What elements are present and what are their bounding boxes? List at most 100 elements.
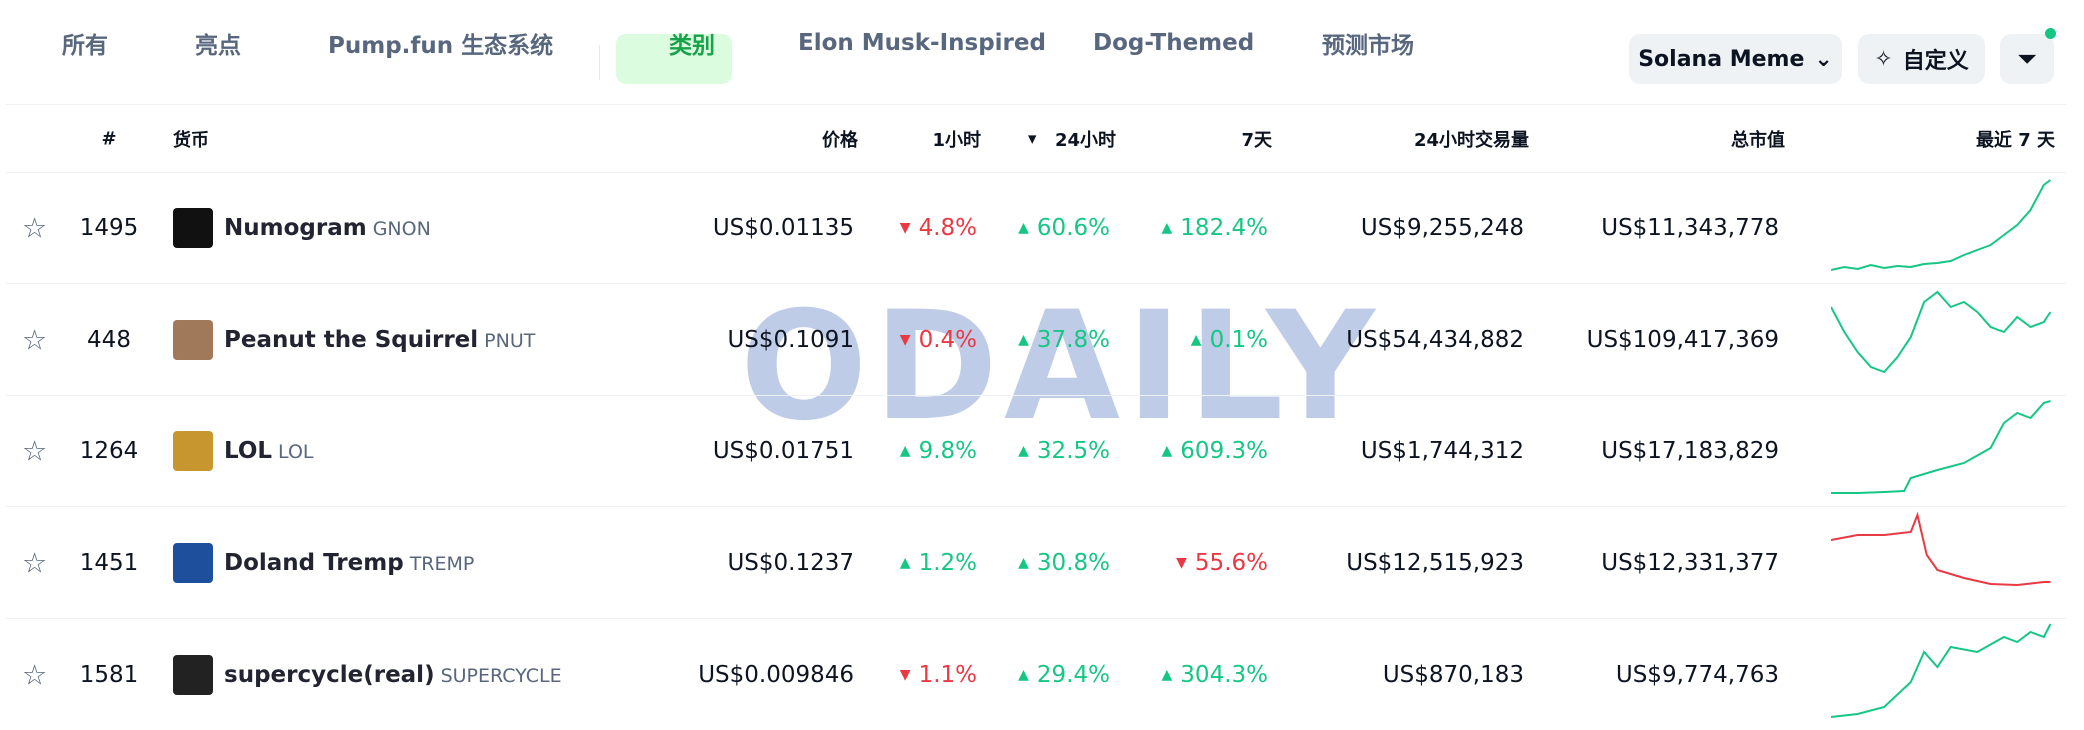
sparkline-path	[1831, 290, 2052, 374]
change-h1: ▲ 9.8%	[900, 438, 977, 464]
star-icon[interactable]: ☆	[22, 323, 48, 357]
sparkle-icon: ✧	[1874, 46, 1893, 72]
active-tab-bg	[616, 34, 732, 84]
sparkline-path	[1831, 400, 2051, 494]
change-h24: ▲ 60.6%	[1018, 215, 1110, 241]
star-icon[interactable]: ☆	[22, 211, 48, 245]
change-value: 1.1%	[918, 662, 977, 688]
rank: 1451	[79, 550, 139, 576]
change-h24: ▲ 29.4%	[1018, 662, 1110, 688]
change-arrow: ▲	[1161, 443, 1173, 459]
change-value: 32.5%	[1036, 438, 1110, 464]
volume: US$12,515,923	[1346, 550, 1524, 576]
coin-name: supercycle(real)	[224, 662, 435, 688]
price: US$0.1091	[727, 327, 854, 353]
tab[interactable]: Elon Musk-Inspired	[798, 30, 1046, 56]
change-arrow: ▲	[1018, 220, 1029, 236]
coin[interactable]: LOL LOL	[224, 438, 314, 464]
tab[interactable]: 预测市场	[1322, 33, 1414, 59]
tab[interactable]: Dog-Themed	[1093, 30, 1255, 56]
change-d7: ▲ 182.4%	[1162, 215, 1268, 241]
change-value: 4.8%	[918, 215, 977, 241]
change-h1: ▲ 1.2%	[900, 550, 977, 576]
column-header: 24小时交易量	[1413, 130, 1529, 151]
column-header: #	[101, 128, 117, 150]
tab[interactable]: Pump.fun 生态系统	[328, 33, 554, 59]
change-d7: ▲ 609.3%	[1162, 438, 1268, 464]
change-value: 29.4%	[1036, 662, 1110, 688]
change-arrow: ▼	[899, 220, 911, 236]
change-d7: ▲ 0.1%	[1191, 327, 1268, 353]
change-arrow: ▲	[1161, 220, 1173, 236]
change-arrow: ▲	[1190, 332, 1202, 348]
change-h24: ▲ 37.8%	[1018, 327, 1110, 353]
market-cap: US$11,343,778	[1601, 215, 1779, 241]
column-header: 最近 7 天	[1975, 130, 2055, 151]
category-label: Solana Meme	[1638, 46, 1805, 72]
sparkline-path	[1831, 623, 2052, 718]
change-d7: ▲ 304.3%	[1162, 662, 1268, 688]
filter-button[interactable]: ⏷	[2000, 34, 2054, 84]
change-value: 60.6%	[1036, 215, 1110, 241]
coin-symbol: SUPERCYCLE	[440, 665, 562, 687]
change-arrow: ▼	[1176, 555, 1187, 571]
rank: 1581	[79, 662, 139, 688]
rank: 448	[87, 327, 131, 353]
change-h24: ▲ 32.5%	[1018, 438, 1110, 464]
change-arrow: ▲	[1018, 555, 1029, 571]
coin-symbol: TREMP	[409, 553, 475, 575]
sort-icon: ▼	[1028, 132, 1037, 146]
rank: 1495	[79, 215, 139, 241]
coin-symbol: LOL	[278, 441, 314, 463]
coin-name: LOL	[224, 438, 273, 464]
customize-button[interactable]: ✧ 自定义	[1858, 34, 1985, 84]
tab[interactable]: 所有	[62, 33, 108, 59]
volume: US$54,434,882	[1346, 327, 1524, 353]
change-arrow: ▲	[899, 443, 911, 459]
category-dropdown[interactable]: Solana Meme ⌄	[1629, 34, 1842, 84]
market-cap: US$17,183,829	[1601, 438, 1779, 464]
filter-dot	[2045, 28, 2056, 39]
star-icon[interactable]: ☆	[22, 434, 48, 468]
change-h1: ▼ 4.8%	[900, 215, 977, 241]
coin[interactable]: Peanut the Squirrel PNUT	[224, 327, 535, 353]
coin[interactable]: Numogram GNON	[224, 215, 431, 241]
coin[interactable]: supercycle(real) SUPERCYCLE	[224, 662, 562, 688]
divider	[599, 45, 600, 80]
sparkline	[1831, 623, 2052, 718]
change-h1: ▼ 0.4%	[900, 327, 977, 353]
change-d7: ▼ 55.6%	[1176, 550, 1268, 576]
change-value: 30.8%	[1036, 550, 1110, 576]
coin-icon	[173, 208, 213, 248]
change-value: 55.6%	[1194, 550, 1268, 576]
star-icon[interactable]: ☆	[22, 658, 48, 692]
change-value: 182.4%	[1180, 215, 1268, 241]
tab[interactable]: 类别	[669, 33, 715, 59]
change-arrow: ▼	[899, 667, 911, 683]
separator	[5, 618, 2067, 619]
market-cap: US$9,774,763	[1615, 662, 1779, 688]
coin-icon	[173, 655, 213, 695]
coin-icon	[173, 431, 213, 471]
change-arrow: ▲	[1018, 443, 1029, 459]
sparkline-path	[1831, 511, 2051, 587]
change-arrow: ▲	[899, 555, 911, 571]
column-header: 24小时	[1054, 130, 1116, 151]
separator	[5, 395, 2067, 396]
change-h1: ▼ 1.1%	[900, 662, 977, 688]
star-icon[interactable]: ☆	[22, 546, 48, 580]
volume: US$1,744,312	[1360, 438, 1524, 464]
coin-symbol: PNUT	[484, 330, 536, 352]
change-arrow: ▲	[1161, 667, 1173, 683]
price: US$0.009846	[698, 662, 854, 688]
change-value: 1.2%	[918, 550, 977, 576]
change-value: 9.8%	[918, 438, 977, 464]
coin-name: Numogram	[224, 215, 367, 241]
change-h24: ▲ 30.8%	[1018, 550, 1110, 576]
change-value: 37.8%	[1036, 327, 1110, 353]
tab[interactable]: 亮点	[195, 33, 241, 59]
coin[interactable]: Doland Tremp TREMP	[224, 550, 474, 576]
coin-symbol: GNON	[372, 218, 431, 240]
sparkline	[1831, 290, 2052, 374]
